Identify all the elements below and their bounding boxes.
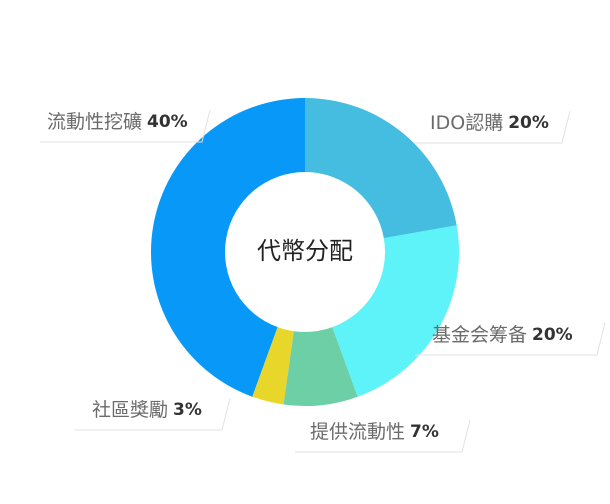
label-value: 20%	[508, 113, 549, 133]
label-name: 提供流動性	[310, 421, 405, 443]
label-rule	[295, 419, 471, 453]
label-text: 社區獎勵 3%	[92, 399, 202, 421]
slice-label: 流動性挖礦 40%	[40, 109, 211, 143]
pie-slice	[283, 327, 358, 406]
label-name: 社區獎勵	[92, 399, 168, 421]
label-text: IDO認購 20%	[430, 112, 549, 134]
label-text: 流動性挖礦 40%	[47, 111, 188, 133]
label-value: 20%	[532, 325, 573, 345]
label-name: IDO認購	[430, 112, 503, 134]
label-text: 基金会筹备 20%	[432, 324, 573, 346]
pie-slice	[332, 225, 459, 397]
pie-slice	[305, 98, 457, 239]
label-value: 40%	[147, 112, 188, 132]
label-name: 流動性挖礦	[47, 111, 142, 133]
label-rule	[75, 397, 231, 431]
label-value: 7%	[410, 422, 439, 442]
chart-title: 代幣分配	[257, 237, 353, 265]
label-name: 基金会筹备	[432, 324, 527, 346]
label-rule	[415, 110, 571, 144]
slice-label: 社區獎勵 3%	[75, 397, 231, 431]
slice-label: 基金会筹备 20%	[415, 322, 606, 356]
slice-label: 提供流動性 7%	[295, 419, 471, 453]
label-text: 提供流動性 7%	[310, 421, 439, 443]
pie-slice	[252, 327, 294, 405]
slice-label: IDO認購 20%	[415, 110, 571, 144]
pie-slice	[151, 98, 305, 397]
label-value: 3%	[173, 400, 202, 420]
label-rule	[415, 322, 606, 356]
label-rule	[40, 109, 211, 143]
